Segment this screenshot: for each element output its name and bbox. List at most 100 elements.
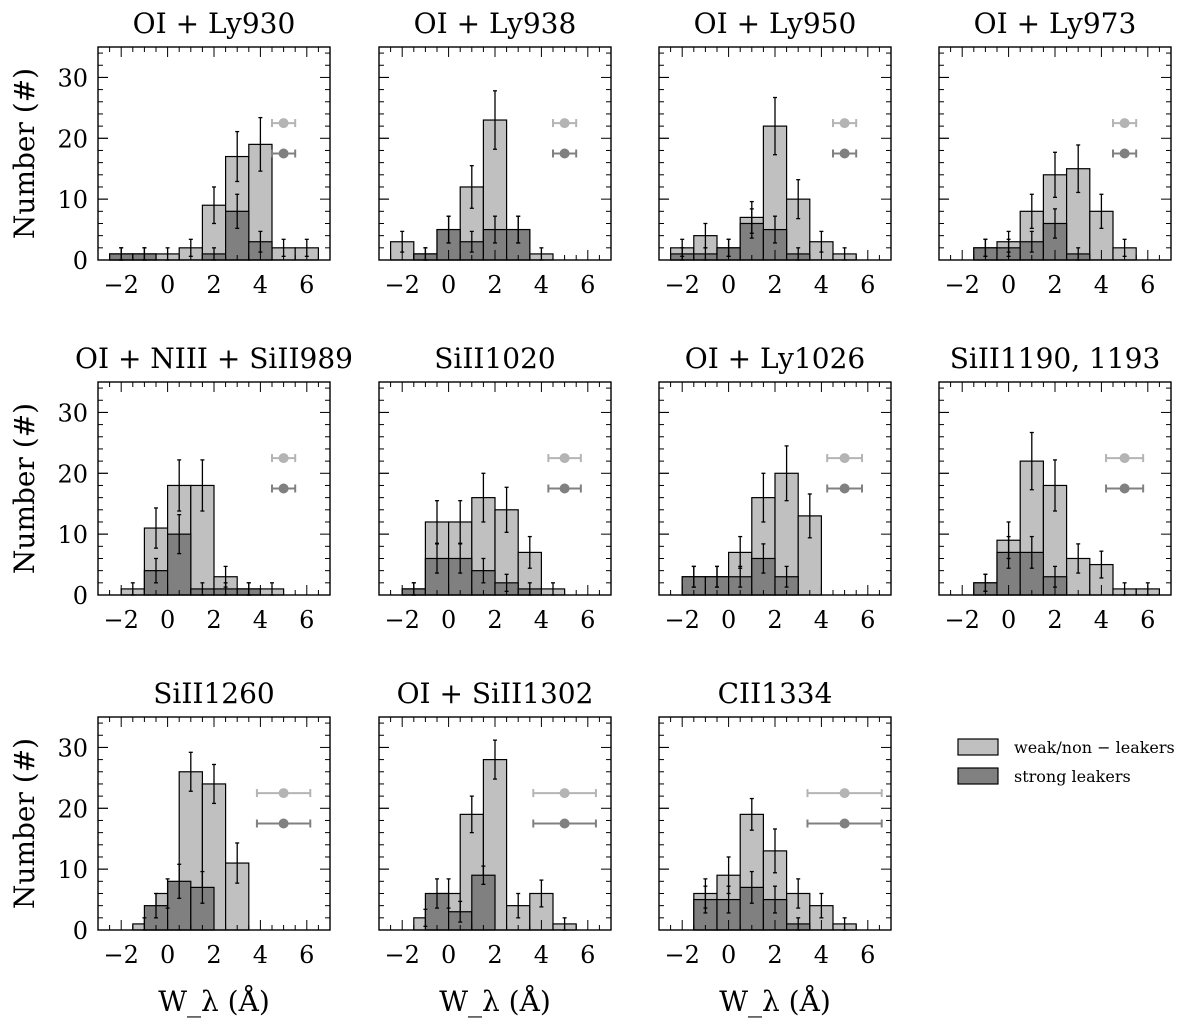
x-tick-label: −2	[665, 271, 700, 299]
panel-title: SiII1020	[434, 342, 556, 375]
x-tick-label: 4	[814, 941, 829, 969]
x-axis-label: W_λ (Å)	[719, 985, 831, 1018]
strong-leaker-ref-marker	[559, 483, 570, 494]
weak-leaker-ref-marker	[1119, 453, 1130, 464]
legend: weak/non − leakers strong leakers	[957, 738, 1175, 786]
y-tick-label: 30	[57, 734, 88, 762]
y-tick-label: 0	[73, 247, 88, 275]
weak-leaker-ref-marker	[559, 788, 570, 799]
weak-leaker-ref-marker	[839, 118, 850, 129]
x-tick-label: 6	[1140, 606, 1155, 634]
x-tick-label: 2	[1047, 606, 1062, 634]
x-tick-label: −2	[945, 271, 980, 299]
y-axis-label: Number (#)	[8, 68, 41, 239]
x-tick-label: 0	[1001, 271, 1016, 299]
x-tick-label: 6	[299, 606, 314, 634]
legend-weak-label: weak/non − leakers	[1014, 738, 1175, 757]
x-tick-label: 4	[1094, 606, 1109, 634]
x-tick-label: 6	[299, 271, 314, 299]
y-tick-label: 20	[57, 125, 88, 153]
strong-leaker-ref-marker	[278, 483, 289, 494]
panel-7: OI + Ly1026 −2 0 2 4 6	[658, 342, 892, 634]
strong-leaker-ref-marker	[278, 148, 289, 159]
x-tick-label: 6	[860, 606, 875, 634]
legend-weak-swatch	[957, 738, 999, 756]
x-tick-label: 0	[1001, 606, 1016, 634]
x-axis-label: W_λ (Å)	[158, 985, 270, 1018]
x-tick-label: 6	[580, 606, 595, 634]
panel-title: OI + NIII + SiII989	[75, 342, 353, 375]
panel-title: CII1334	[718, 677, 833, 710]
x-tick-label: 2	[206, 941, 221, 969]
legend-strong-label: strong leakers	[1014, 767, 1131, 786]
x-tick-label: 0	[441, 941, 456, 969]
panel-title: SiII1190, 1193	[950, 342, 1161, 375]
x-tick-label: 4	[253, 941, 268, 969]
x-tick-label: −2	[385, 271, 420, 299]
weak-leaker-ref-marker	[839, 788, 850, 799]
x-tick-label: 0	[721, 271, 736, 299]
panel-5: OI + NIII + SiII989 −2 0 2 4 6 0 10 20 30 Number (…	[8, 342, 353, 634]
x-tick-label: 2	[767, 271, 782, 299]
x-tick-label: 6	[580, 941, 595, 969]
x-tick-label: 0	[160, 271, 175, 299]
x-axis-label: W_λ (Å)	[439, 985, 551, 1018]
panel-6: SiII1020 −2 0 2 4 6	[378, 342, 612, 634]
panel-1: OI + Ly930 −2 0 2 4 6 0 10 20 30 Number (#)	[8, 7, 331, 299]
x-tick-label: −2	[385, 606, 420, 634]
x-tick-label: 0	[721, 606, 736, 634]
x-tick-label: 4	[534, 941, 549, 969]
x-tick-label: 4	[814, 606, 829, 634]
strong-leaker-ref-marker	[1119, 148, 1130, 159]
y-tick-label: 20	[57, 795, 88, 823]
x-tick-label: −2	[104, 606, 139, 634]
y-axis-label: Number (#)	[8, 403, 41, 574]
x-tick-label: 2	[487, 941, 502, 969]
x-tick-label: 4	[253, 606, 268, 634]
x-tick-label: 4	[534, 271, 549, 299]
x-tick-label: 2	[767, 941, 782, 969]
panel-9: SiII1260 −2 0 2 4 6 0 10 20 30 Number (#) W_λ (Å)	[8, 677, 331, 1018]
x-tick-label: 0	[160, 941, 175, 969]
y-tick-label: 0	[73, 917, 88, 945]
weak-leaker-ref-marker	[559, 118, 570, 129]
weak-leaker-ref-marker	[278, 118, 289, 129]
x-tick-label: 4	[253, 271, 268, 299]
panel-4: OI + Ly973 −2 0 2 4 6	[938, 7, 1172, 299]
weak-leaker-ref-marker	[559, 453, 570, 464]
strong-leaker-ref-marker	[278, 818, 289, 829]
weak-leaker-ref-marker	[278, 788, 289, 799]
strong-leaker-ref-marker	[1119, 483, 1130, 494]
panel-3: OI + Ly950 −2 0 2 4 6	[658, 7, 892, 299]
x-tick-label: 0	[721, 941, 736, 969]
x-tick-label: 0	[441, 271, 456, 299]
y-tick-label: 10	[57, 186, 88, 214]
strong-leaker-ref-marker	[839, 483, 850, 494]
strong-leaker-ref-marker	[559, 818, 570, 829]
strong-leaker-ref-marker	[839, 818, 850, 829]
x-tick-label: −2	[104, 941, 139, 969]
panel-title: OI + SiII1302	[397, 677, 594, 710]
y-tick-label: 20	[57, 460, 88, 488]
y-tick-label: 10	[57, 521, 88, 549]
x-tick-label: 6	[1140, 271, 1155, 299]
x-tick-label: 6	[580, 271, 595, 299]
x-tick-label: −2	[665, 606, 700, 634]
panel-11: CII1334 −2 0 2 4 6 W_λ (Å)	[658, 677, 892, 1018]
panel-10: OI + SiII1302 −2 0 2 4 6 W_λ (Å)	[378, 677, 612, 1018]
x-tick-label: −2	[945, 606, 980, 634]
x-tick-label: 4	[1094, 271, 1109, 299]
y-tick-label: 0	[73, 582, 88, 610]
panel-title: SiII1260	[153, 677, 275, 710]
x-tick-label: 2	[206, 271, 221, 299]
x-tick-label: 4	[814, 271, 829, 299]
strong-leaker-ref-marker	[839, 148, 850, 159]
weak-leaker-ref-marker	[839, 453, 850, 464]
x-tick-label: 6	[860, 941, 875, 969]
x-tick-label: −2	[385, 941, 420, 969]
x-tick-label: 0	[441, 606, 456, 634]
panel-title: OI + Ly938	[414, 7, 577, 40]
x-tick-label: 0	[160, 606, 175, 634]
